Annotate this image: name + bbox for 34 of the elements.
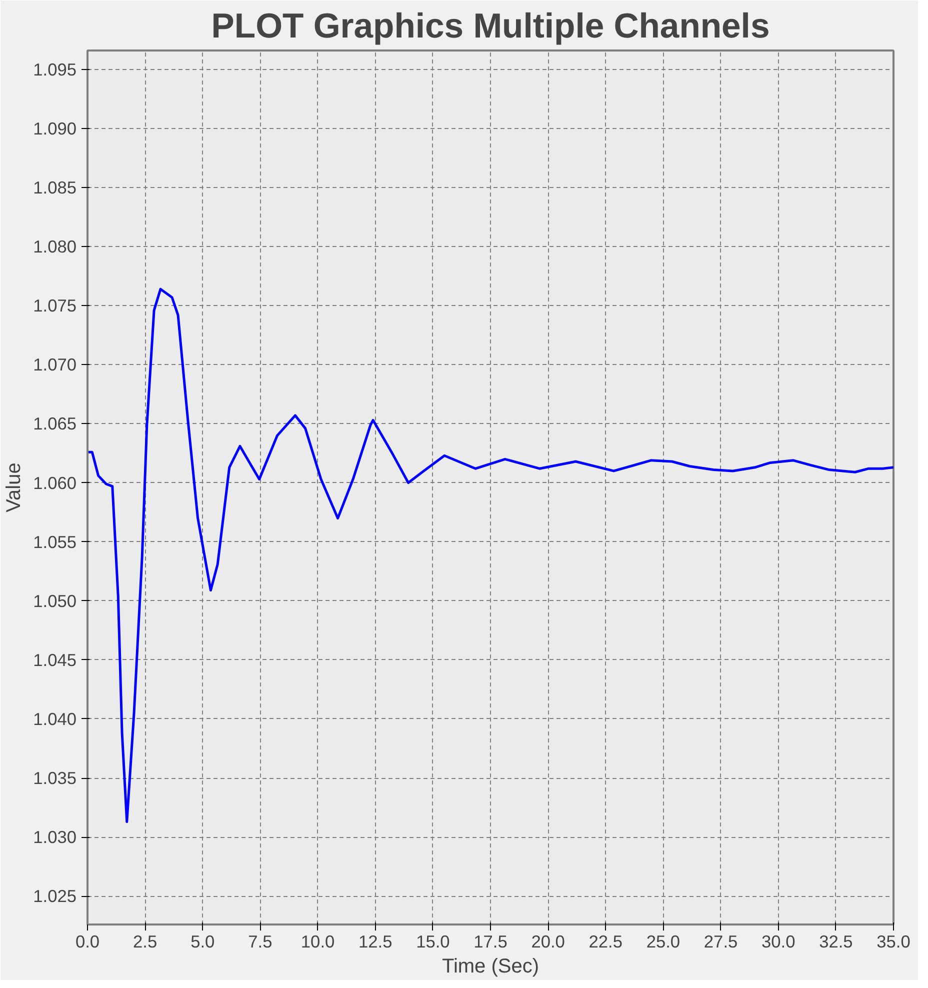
x-tick-label: 30.0 xyxy=(761,932,796,952)
y-tick-label: 1.060 xyxy=(33,472,77,493)
chart-title: PLOT Graphics Multiple Channels xyxy=(211,8,770,46)
y-tick-label: 1.040 xyxy=(33,708,77,729)
x-tick-label: 32.5 xyxy=(819,932,853,952)
x-axis-title: Time (Sec) xyxy=(442,956,540,978)
y-tick-label: 1.075 xyxy=(33,296,77,316)
y-tick-label: 1.085 xyxy=(33,178,77,198)
x-tick-label: 5.0 xyxy=(190,932,215,952)
x-tick-label: 22.5 xyxy=(588,932,623,952)
y-tick-label: 1.095 xyxy=(33,59,77,80)
y-tick-label: 1.025 xyxy=(33,886,77,906)
x-tick-label: 12.5 xyxy=(358,932,392,952)
x-tick-label: 0.0 xyxy=(75,932,100,952)
y-tick-label: 1.080 xyxy=(33,236,77,257)
y-tick-label: 1.070 xyxy=(33,354,77,375)
y-tick-label: 1.045 xyxy=(33,650,77,670)
y-tick-label: 1.090 xyxy=(33,118,77,138)
x-tick-label: 10.0 xyxy=(300,932,335,952)
y-tick-label: 1.055 xyxy=(33,532,77,552)
y-tick-label: 1.035 xyxy=(33,768,77,788)
x-tick-label: 27.5 xyxy=(704,932,738,952)
x-tick-label: 20.0 xyxy=(531,932,565,952)
x-tick-label: 25.0 xyxy=(646,932,680,952)
x-tick-label: 7.5 xyxy=(248,932,272,952)
y-tick-label: 1.065 xyxy=(33,414,77,434)
y-tick-label: 1.030 xyxy=(33,827,77,848)
y-axis-title: Value xyxy=(3,462,26,512)
x-tick-label: 15.0 xyxy=(416,932,450,952)
line-series xyxy=(88,288,894,823)
x-tick-label: 2.5 xyxy=(133,932,158,952)
y-tick-label: 1.050 xyxy=(33,590,77,611)
x-tick-label: 35.0 xyxy=(876,932,910,952)
x-tick-label: 17.5 xyxy=(474,932,508,952)
